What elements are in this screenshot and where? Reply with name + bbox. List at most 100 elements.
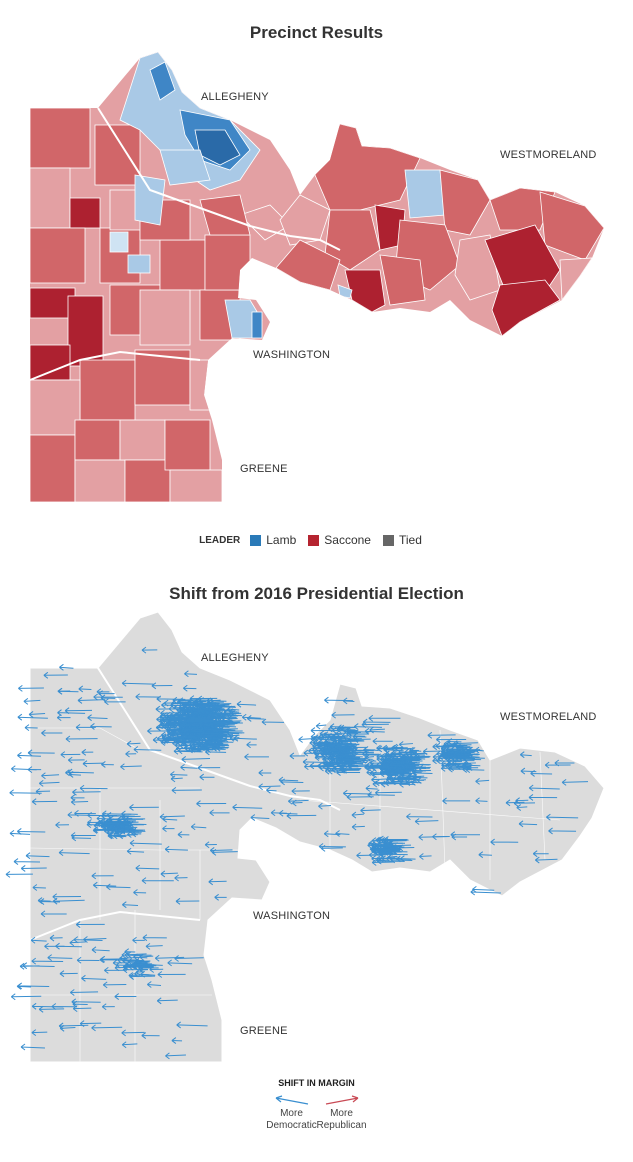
shift-arrow xyxy=(181,756,211,763)
shift-arrow xyxy=(65,735,98,743)
shift-arrow xyxy=(91,1024,123,1032)
shift-arrow xyxy=(190,738,206,746)
shift-arrow xyxy=(218,731,228,739)
shift-arrows xyxy=(5,646,589,1060)
shift-arrow xyxy=(30,936,47,944)
shift-arrow xyxy=(171,786,202,794)
map1-county-boundary-allegheny xyxy=(97,107,291,237)
shift-arrow xyxy=(47,954,73,962)
map1-county-boundary-greene xyxy=(29,350,201,381)
shift-arrow xyxy=(173,712,203,720)
shift-arrow xyxy=(278,776,299,784)
shift-arrow xyxy=(546,813,579,821)
shift-arrow xyxy=(342,744,357,752)
shift-arrow xyxy=(106,883,131,891)
shift-arrow xyxy=(204,841,217,849)
map2-title: Shift from 2016 Presidential Election xyxy=(169,584,464,603)
precinct-results-map[interactable]: ALLEGHENY WESTMORELAND WASHINGTON GREENE xyxy=(0,0,633,520)
shift-arrow xyxy=(31,957,64,965)
shift-arrow xyxy=(211,703,236,711)
shift-arrow xyxy=(246,741,257,749)
shift-arrow xyxy=(384,770,412,778)
shift-arrow xyxy=(60,751,81,759)
legend-item-tied: Tied xyxy=(382,533,422,547)
shift-arrow xyxy=(308,747,323,755)
shift-arrow xyxy=(229,734,240,742)
shift-arrow xyxy=(69,939,86,947)
shift-arrow xyxy=(196,745,226,753)
shift-arrow xyxy=(17,828,46,835)
shift-arrow xyxy=(31,1029,48,1036)
shift-arrow xyxy=(101,1003,115,1011)
shift-arrow xyxy=(310,735,324,743)
shift-arrow xyxy=(135,693,161,701)
shift-arrow xyxy=(25,852,50,860)
shift-arrow xyxy=(133,953,148,961)
legend-item-saccone-label: Saccone xyxy=(324,533,371,547)
shift-arrow xyxy=(232,803,263,811)
shift-arrow xyxy=(278,809,298,817)
shift-arrow xyxy=(199,773,215,781)
shift-arrow xyxy=(164,845,188,853)
shift-arrow xyxy=(43,671,68,679)
shift-arrow xyxy=(532,850,549,858)
lamb-swatch xyxy=(250,534,262,546)
shift-arrow xyxy=(343,761,355,768)
shift-arrow xyxy=(167,959,193,967)
map2-precinct-lines xyxy=(29,727,561,1062)
shift-arrow xyxy=(197,695,213,703)
shift-arrow xyxy=(39,898,61,905)
legend-dem-line1: More xyxy=(280,1108,303,1119)
shift-arrow xyxy=(129,839,162,847)
shift-arrow xyxy=(76,956,100,964)
shift-arrow xyxy=(368,714,401,722)
shift-arrow xyxy=(55,821,69,829)
shift-arrow xyxy=(442,797,471,805)
shift-arrow xyxy=(411,778,422,786)
shift-arrow xyxy=(120,826,146,833)
shift-arrow xyxy=(475,797,488,805)
shift-arrow xyxy=(184,670,198,678)
shift-arrow xyxy=(372,737,393,745)
shift-arrow xyxy=(369,769,394,777)
shift-legend-label: SHIFT IN MARGIN xyxy=(278,1078,355,1088)
shift-arrow xyxy=(72,1005,92,1013)
shift-legend: SHIFT IN MARGIN More Democratic More Rep… xyxy=(0,1078,633,1132)
shift-arrow xyxy=(228,708,238,716)
saccone-swatch xyxy=(308,534,320,546)
shift-arrow xyxy=(118,832,136,840)
shift-arrow xyxy=(69,989,99,996)
shift-arrow xyxy=(58,849,90,857)
shift-arrow xyxy=(160,870,178,878)
shift-arrow xyxy=(436,736,467,743)
shift-arrow xyxy=(475,777,490,785)
shift-arrow xyxy=(289,752,306,760)
shift-arrow xyxy=(181,725,194,733)
shift-arrow xyxy=(17,752,41,759)
shift-arrow xyxy=(159,813,185,821)
shift-arrow xyxy=(133,889,147,896)
shift-arrow xyxy=(79,784,108,792)
shift-arrow xyxy=(154,954,185,962)
shift-arrow xyxy=(122,901,139,909)
tied-swatch xyxy=(382,534,394,546)
shift-arrow xyxy=(28,711,46,718)
shift-arrow xyxy=(67,756,85,764)
shift-map[interactable]: ALLEGHENY WESTMORELAND WASHINGTON GREENE xyxy=(0,560,633,1075)
shift-arrow xyxy=(380,780,405,788)
shift-arrow xyxy=(170,699,198,707)
shift-arrow xyxy=(91,946,110,954)
shift-arrow xyxy=(92,881,117,889)
shift-arrow xyxy=(215,744,230,752)
shift-arrow xyxy=(371,776,393,784)
shift-arrow xyxy=(23,697,41,705)
shift-arrow xyxy=(31,798,58,806)
shift-arrow xyxy=(432,753,454,761)
shift-arrow xyxy=(173,728,203,736)
shift-arrow xyxy=(18,684,44,692)
shift-arrow xyxy=(369,762,390,770)
leader-legend-label: LEADER xyxy=(199,534,241,546)
shift-arrow xyxy=(146,981,162,988)
shift-arrow xyxy=(96,688,110,696)
shift-arrow xyxy=(371,845,401,853)
